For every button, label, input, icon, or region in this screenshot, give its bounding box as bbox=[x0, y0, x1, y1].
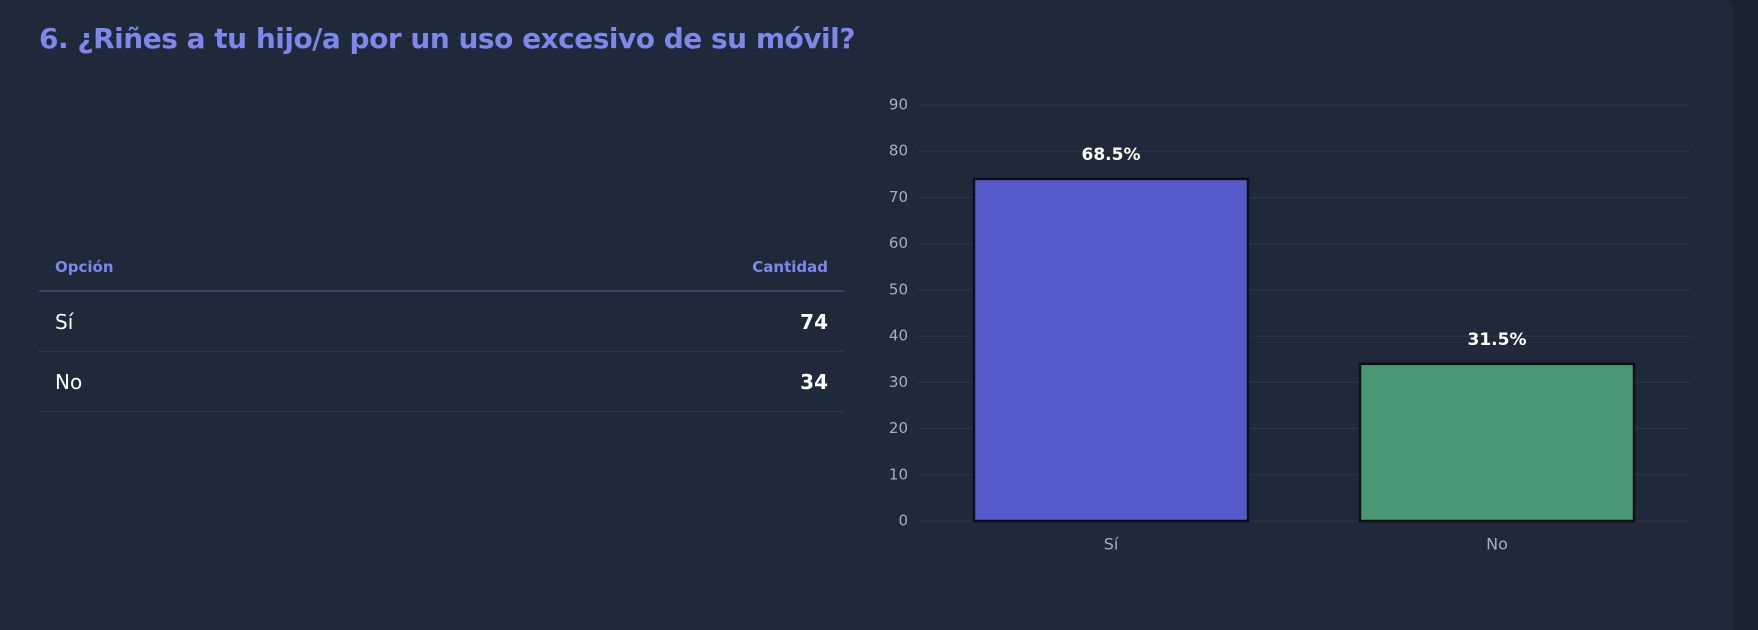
y-tick-label: 30 bbox=[889, 373, 908, 391]
table-cell: No bbox=[39, 351, 407, 412]
y-tick-label: 10 bbox=[889, 465, 908, 483]
column-header: Cantidad bbox=[406, 244, 844, 292]
table-cell: 74 bbox=[406, 291, 844, 352]
title: 6. ¿Riñes a tu hijo/a por un uso excesiv… bbox=[39, 22, 855, 55]
table-row: No 34 bbox=[39, 351, 844, 412]
y-tick-label: 90 bbox=[889, 96, 908, 114]
table-row: Sí 74 bbox=[39, 291, 844, 352]
y-tick-label: 20 bbox=[889, 419, 908, 437]
y-tick-label: 60 bbox=[889, 234, 908, 252]
table: Opción Cantidad Sí 74 No 34 bbox=[39, 244, 844, 412]
y-tick-label: 40 bbox=[889, 327, 908, 345]
bar bbox=[1358, 362, 1636, 523]
table-header: Opción Cantidad bbox=[39, 244, 844, 292]
x-tick-label: Sí bbox=[1104, 535, 1119, 554]
bar bbox=[972, 177, 1250, 523]
bar-label: 31.5% bbox=[1468, 330, 1527, 350]
column-header: Opción bbox=[39, 244, 407, 292]
y-tick-label: 0 bbox=[898, 512, 908, 530]
bar-label: 68.5% bbox=[1082, 145, 1141, 165]
y-tick-label: 50 bbox=[889, 280, 908, 298]
y-tick-label: 80 bbox=[889, 142, 908, 160]
table-body: Sí 74 No 34 bbox=[39, 291, 844, 412]
table-cell: 34 bbox=[406, 351, 844, 412]
x-tick-label: No bbox=[1486, 535, 1508, 554]
y-tick-label: 70 bbox=[889, 188, 908, 206]
table-cell: Sí bbox=[39, 291, 407, 352]
